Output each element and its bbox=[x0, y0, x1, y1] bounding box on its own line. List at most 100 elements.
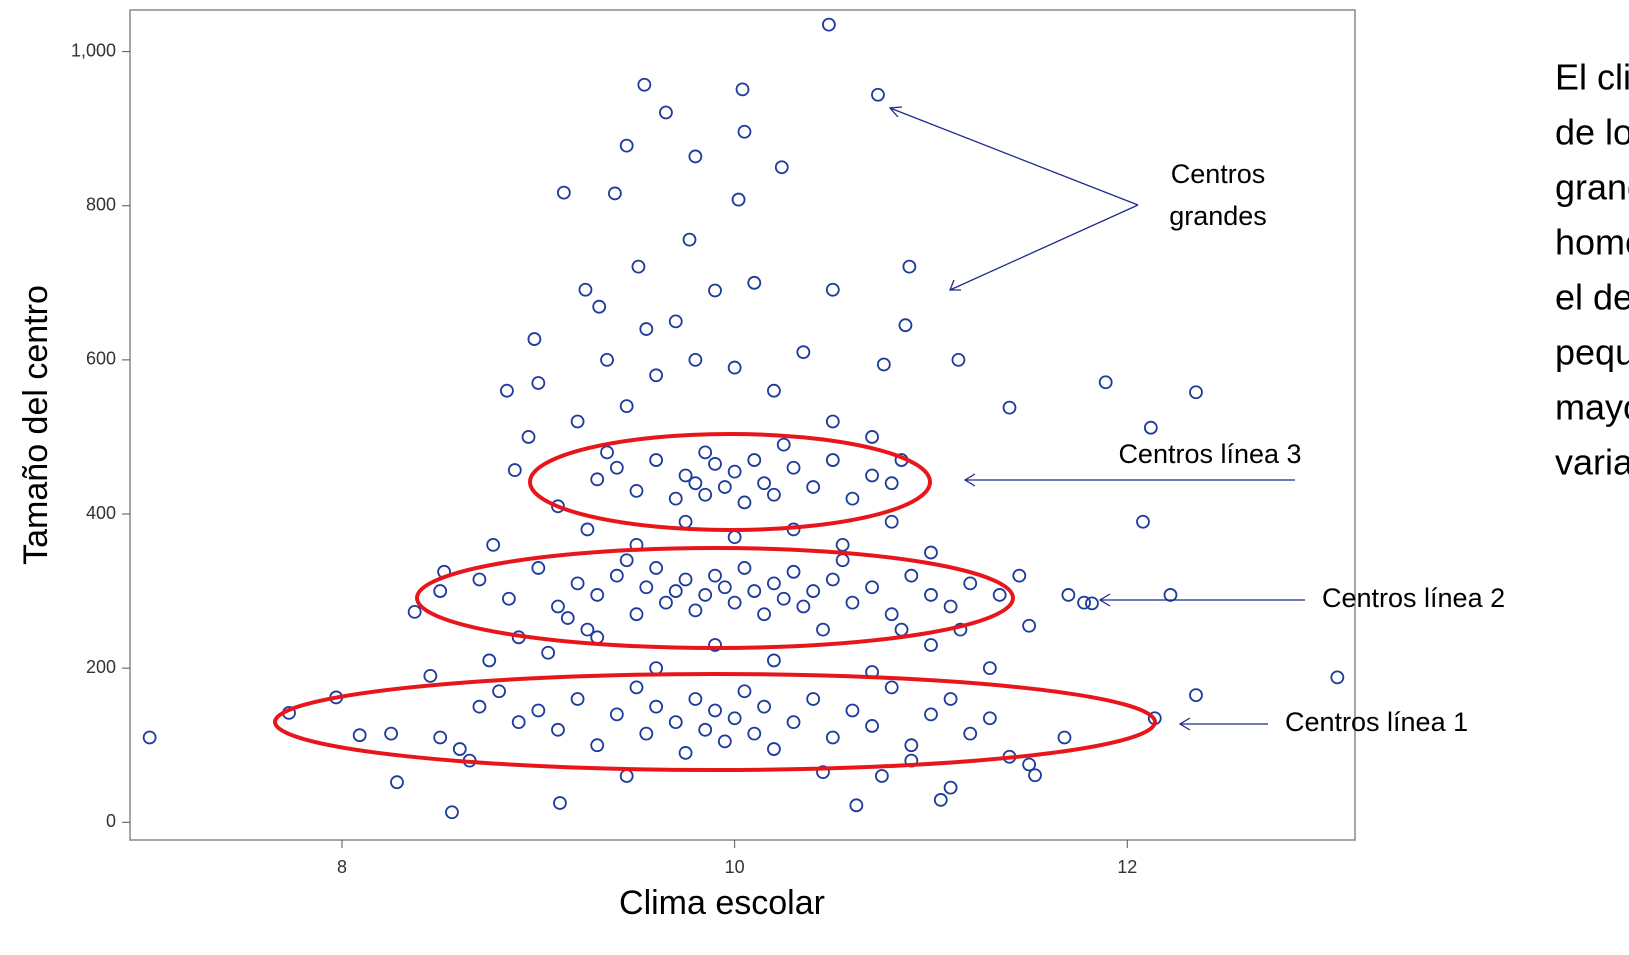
point bbox=[619, 769, 634, 783]
point bbox=[649, 699, 664, 714]
point bbox=[876, 357, 891, 372]
annotation: grandes bbox=[1169, 201, 1267, 231]
point bbox=[688, 352, 703, 367]
side-text-line: pequeñ bbox=[1555, 332, 1629, 373]
point bbox=[786, 564, 801, 579]
point bbox=[639, 580, 654, 595]
point bbox=[637, 77, 652, 92]
point bbox=[943, 780, 958, 795]
point bbox=[884, 476, 899, 491]
arrow bbox=[963, 473, 1295, 487]
point bbox=[737, 495, 752, 510]
point bbox=[737, 684, 752, 699]
point bbox=[767, 487, 781, 502]
point bbox=[639, 726, 654, 741]
point bbox=[688, 476, 703, 491]
point bbox=[992, 588, 1007, 602]
ellipse-line-1 bbox=[273, 672, 1157, 772]
arrow bbox=[1098, 593, 1305, 607]
point bbox=[865, 719, 879, 733]
point bbox=[678, 572, 693, 587]
point bbox=[727, 360, 742, 375]
point bbox=[472, 699, 487, 714]
point bbox=[698, 722, 713, 737]
point bbox=[767, 576, 781, 591]
point bbox=[390, 775, 404, 790]
point bbox=[747, 453, 762, 467]
point bbox=[865, 580, 879, 595]
point bbox=[433, 584, 448, 598]
ellipse-line-3 bbox=[528, 432, 932, 532]
point bbox=[717, 580, 732, 595]
point bbox=[1022, 618, 1037, 633]
point bbox=[806, 480, 821, 494]
point bbox=[727, 464, 742, 479]
point bbox=[560, 611, 575, 625]
point bbox=[541, 645, 556, 660]
point bbox=[521, 430, 536, 444]
point bbox=[924, 707, 938, 722]
point bbox=[708, 283, 722, 298]
arrow bbox=[1178, 717, 1268, 731]
point bbox=[845, 595, 860, 610]
point bbox=[821, 17, 836, 32]
point bbox=[1085, 596, 1099, 611]
point bbox=[904, 568, 919, 583]
point bbox=[472, 572, 487, 587]
point bbox=[786, 715, 801, 729]
point bbox=[501, 591, 516, 606]
point bbox=[767, 383, 781, 398]
point bbox=[688, 149, 703, 164]
point bbox=[668, 584, 683, 598]
point bbox=[767, 653, 781, 668]
y-tick-label: 400 bbox=[86, 503, 116, 523]
point bbox=[486, 537, 501, 552]
y-tick-label: 200 bbox=[86, 657, 116, 677]
point bbox=[570, 414, 585, 429]
point bbox=[708, 638, 722, 652]
point bbox=[708, 568, 722, 583]
point bbox=[507, 463, 522, 477]
y-tick-label: 800 bbox=[86, 194, 116, 214]
point bbox=[1028, 768, 1042, 783]
point bbox=[1057, 730, 1072, 745]
point bbox=[894, 622, 909, 637]
point bbox=[629, 607, 644, 622]
point bbox=[737, 561, 752, 575]
highlight-ellipses bbox=[273, 432, 1157, 772]
y-tick-label: 1,000 bbox=[71, 40, 116, 60]
point bbox=[871, 87, 885, 102]
point bbox=[816, 622, 830, 637]
point bbox=[1077, 595, 1091, 610]
side-text-line: grandes bbox=[1555, 167, 1629, 208]
side-text-line: variabili bbox=[1555, 442, 1629, 483]
point bbox=[776, 591, 791, 606]
point bbox=[767, 742, 781, 756]
point bbox=[835, 537, 850, 552]
point bbox=[678, 746, 693, 760]
point bbox=[1012, 568, 1027, 583]
point bbox=[590, 738, 605, 753]
point bbox=[806, 584, 821, 598]
point bbox=[352, 728, 367, 743]
x-tick-label: 10 bbox=[725, 857, 745, 877]
point bbox=[1061, 588, 1076, 602]
point bbox=[865, 430, 879, 444]
point bbox=[786, 460, 801, 475]
point bbox=[619, 399, 634, 414]
ellipse-line-2 bbox=[415, 546, 1015, 650]
point bbox=[142, 730, 157, 745]
point bbox=[924, 588, 938, 602]
point bbox=[963, 576, 978, 591]
point bbox=[698, 588, 713, 602]
point bbox=[943, 599, 958, 614]
point bbox=[527, 332, 542, 346]
point bbox=[592, 299, 607, 314]
point bbox=[452, 742, 467, 756]
points bbox=[142, 17, 1345, 820]
point bbox=[884, 514, 899, 529]
point bbox=[639, 322, 654, 336]
point bbox=[682, 232, 697, 247]
